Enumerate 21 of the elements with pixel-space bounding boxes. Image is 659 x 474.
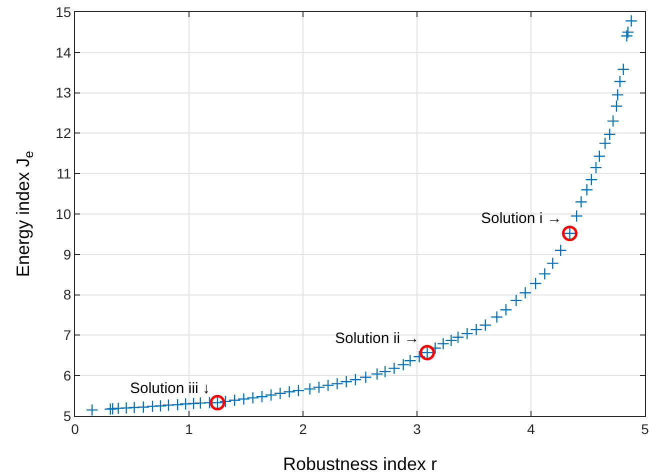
y-tick-label: 8 — [63, 286, 72, 303]
y-tick-label: 13 — [56, 84, 72, 101]
x-tick-label: 3 — [413, 420, 422, 437]
x-tick-label: 4 — [527, 420, 536, 437]
annotation: Solution i → — [481, 210, 562, 227]
y-tick-label: 12 — [56, 125, 72, 142]
y-tick-label: 11 — [56, 166, 72, 182]
x-tick-label: 0 — [71, 420, 80, 437]
y-tick-label: 10 — [56, 206, 72, 222]
annotation: Solution iii ↓ — [130, 380, 210, 397]
y-tick-label: 5 — [63, 408, 72, 424]
y-tick-label: 14 — [56, 44, 72, 60]
x-axis-title: Robustness index r — [282, 454, 438, 474]
y-tick-label: 15 — [56, 4, 72, 20]
y-tick-label: 7 — [63, 327, 72, 344]
y-tick-label: 9 — [63, 246, 72, 262]
y-tick-label: 6 — [63, 368, 72, 384]
x-tick-label: 1 — [185, 420, 194, 437]
x-tick-label: 5 — [641, 420, 650, 437]
x-tick-label: 2 — [299, 420, 308, 437]
annotation: Solution ii → — [335, 330, 420, 347]
